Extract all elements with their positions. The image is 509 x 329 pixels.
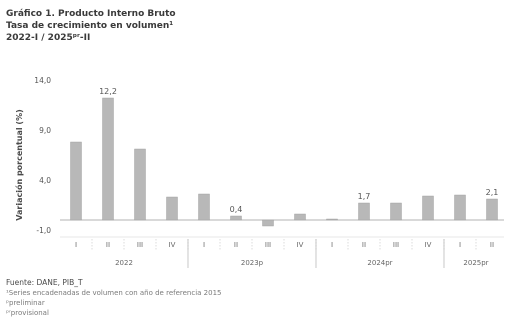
x-group-label: 2023p xyxy=(241,259,264,267)
chart-period: 2022-I / 2025ᵖʳ-II xyxy=(6,33,91,43)
bar-data-label: 2,1 xyxy=(486,188,499,197)
x-tick-label: I xyxy=(75,241,77,249)
bar xyxy=(294,213,306,221)
y-axis-title: Variación porcentual (%) xyxy=(14,109,24,221)
bar xyxy=(422,195,434,221)
chart-notes: Fuente: DANE, PIB_T ¹Series encadenadas … xyxy=(6,278,221,318)
bar xyxy=(358,202,370,221)
footnote-preliminary: ᵖpreliminar xyxy=(6,299,45,307)
x-tick-label: III xyxy=(393,241,399,249)
x-tick-label: II xyxy=(362,241,366,249)
y-tick-label: -1,0 xyxy=(36,226,51,235)
y-tick-label: 4,0 xyxy=(39,176,51,185)
x-tick-label: IV xyxy=(425,241,432,249)
chart-title: Gráfico 1. Producto Interno Bruto xyxy=(6,9,176,19)
bar-data-label: 1,7 xyxy=(358,192,371,201)
x-tick-label: IV xyxy=(169,241,176,249)
bar-data-label: 0,4 xyxy=(230,205,243,214)
bar xyxy=(390,202,402,221)
x-tick-label: II xyxy=(234,241,238,249)
bar xyxy=(134,148,146,221)
bar-data-label: 12,2 xyxy=(99,87,117,96)
bar xyxy=(262,219,274,227)
x-tick-label: III xyxy=(137,241,143,249)
x-tick-label: IV xyxy=(297,241,304,249)
bar xyxy=(454,194,466,221)
source-note: Fuente: DANE, PIB_T xyxy=(6,278,83,287)
bar xyxy=(230,215,242,221)
bar xyxy=(102,97,114,221)
footnote-provisional: ᵖʳprovisional xyxy=(6,309,49,317)
bar xyxy=(326,218,338,221)
bar xyxy=(198,193,210,221)
x-tick-label: I xyxy=(459,241,461,249)
bar xyxy=(166,196,178,221)
bar xyxy=(486,198,498,221)
x-tick-label: I xyxy=(203,241,205,249)
x-tick-label: I xyxy=(331,241,333,249)
x-tick-label: II xyxy=(490,241,494,249)
x-group-label: 2022 xyxy=(115,259,133,267)
chart-header: Gráfico 1. Producto Interno Bruto Tasa d… xyxy=(6,8,176,44)
footnote-series: ¹Series encadenadas de volumen con año d… xyxy=(6,289,222,297)
chart-subtitle: Tasa de crecimiento en volumen¹ xyxy=(6,21,174,31)
x-group-label: 2024pr xyxy=(367,259,392,267)
x-tick-label: III xyxy=(265,241,271,249)
y-tick-label: 9,0 xyxy=(39,126,51,135)
y-tick-label: 14,0 xyxy=(34,76,51,85)
bar xyxy=(70,141,82,221)
x-group-label: 2025pr xyxy=(463,259,488,267)
x-tick-label: II xyxy=(106,241,110,249)
